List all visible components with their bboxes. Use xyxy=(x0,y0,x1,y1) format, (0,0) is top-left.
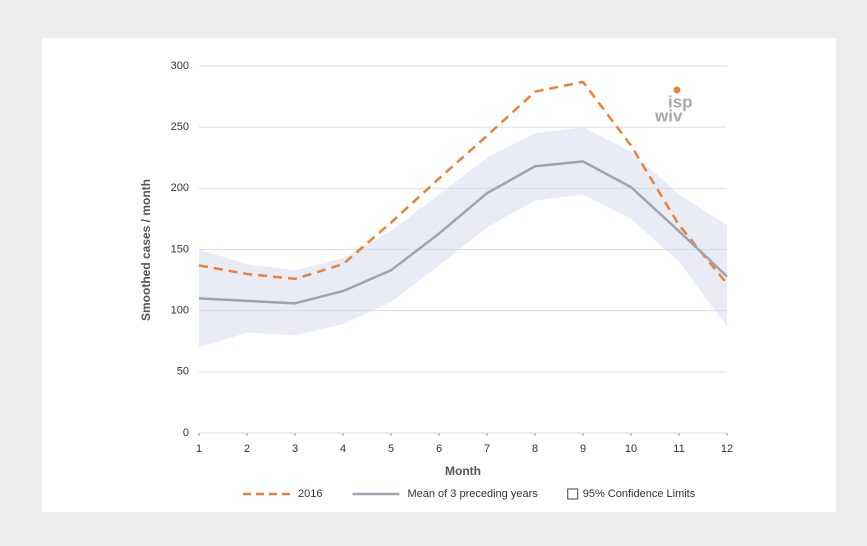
x-tick-label: 6 xyxy=(436,443,442,455)
x-tick-label: 12 xyxy=(721,443,733,455)
x-tick-label: 8 xyxy=(532,443,538,455)
y-tick-label: 100 xyxy=(171,305,189,317)
x-tick-label: 10 xyxy=(625,443,637,455)
logo-text: isp xyxy=(668,92,693,111)
x-tick-label: 11 xyxy=(673,443,684,455)
y-tick-label: 250 xyxy=(171,121,189,133)
legend-label: 95% Confidence Limits xyxy=(583,488,696,500)
line-series xyxy=(198,160,728,305)
y-tick-label: 150 xyxy=(171,243,189,255)
x-tick-label: 3 xyxy=(292,443,298,455)
x-axis-title: Month xyxy=(445,464,481,478)
x-tick-label: 7 xyxy=(484,443,490,455)
y-tick-label: 50 xyxy=(177,366,189,378)
line-series xyxy=(198,80,728,285)
x-tick-label: 1 xyxy=(196,443,202,455)
y-tick-label: 200 xyxy=(171,182,189,194)
x-tick-label: 4 xyxy=(340,443,346,455)
y-axis-title: Smoothed cases / month xyxy=(139,179,153,321)
x-tick-label: 2 xyxy=(244,443,250,455)
legend-label: Mean of 3 preceding years xyxy=(407,488,538,500)
legend-label: 2016 xyxy=(298,488,322,500)
y-tick-label: 300 xyxy=(171,60,189,72)
logo-dot xyxy=(673,86,681,94)
confidence-band xyxy=(199,127,727,348)
x-tick-label: 9 xyxy=(580,443,586,455)
x-tick-label: 5 xyxy=(388,443,394,455)
legend-swatch xyxy=(567,488,579,500)
y-tick-label: 0 xyxy=(183,427,189,439)
logo-text: wiv xyxy=(654,106,683,125)
